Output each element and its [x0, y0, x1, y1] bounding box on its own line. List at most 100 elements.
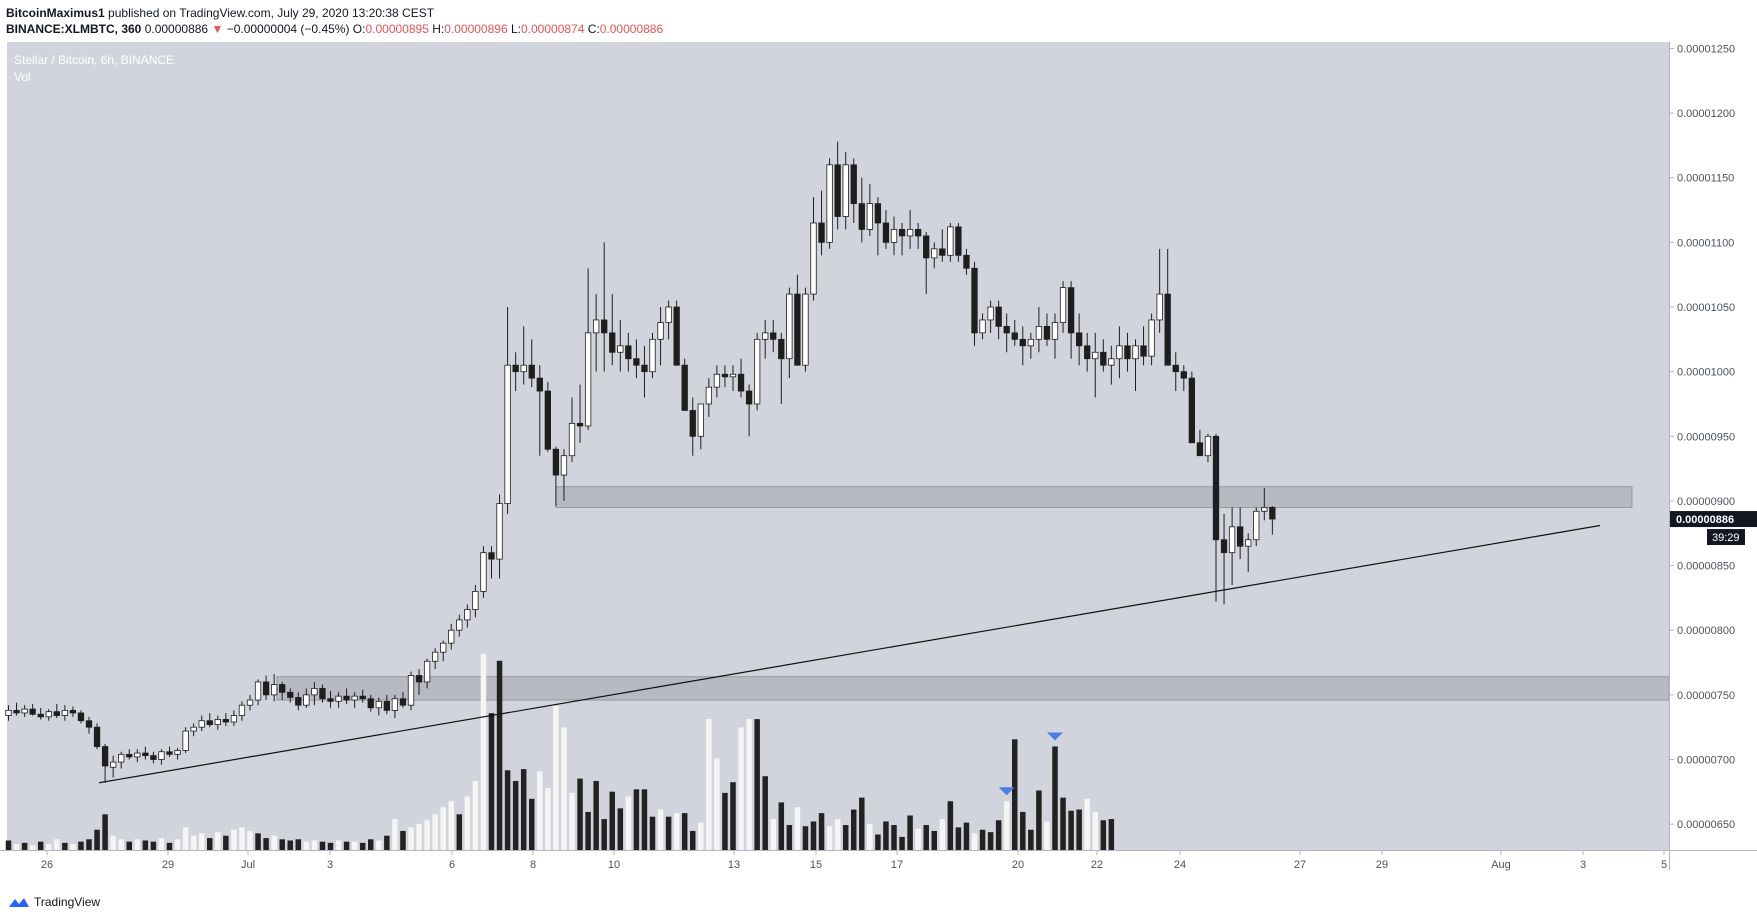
candle: [1019, 326, 1026, 366]
candle: [641, 345, 648, 398]
volume-bar: [1068, 810, 1074, 850]
price-axis[interactable]: 0.00001250 0.00001200 0.00001150 0.00001100…: [1669, 42, 1757, 870]
candle-body: [488, 552, 495, 560]
candle-body: [987, 306, 994, 321]
candle-body: [77, 712, 85, 722]
volume-bars: [5, 653, 1115, 850]
volume-bar: [842, 825, 849, 850]
candle: [536, 365, 543, 456]
volume-bar: [456, 814, 463, 850]
candle-body: [480, 552, 487, 592]
volume-bar: [545, 788, 551, 850]
candle-body: [303, 694, 310, 706]
candle-body: [866, 203, 873, 230]
candle: [939, 229, 946, 262]
candle-body: [222, 719, 230, 723]
volume-bar: [730, 782, 736, 850]
candle-body: [1076, 332, 1083, 347]
candle-body: [874, 203, 882, 224]
candle-body: [415, 675, 423, 683]
candle: [351, 692, 358, 708]
candle: [560, 449, 568, 501]
time-axis[interactable]: 26 29 Jul 3 6 8 10 13 15 17 20 22 24 27 29 Aug 3 5: [0, 850, 1757, 871]
candle: [1212, 433, 1220, 602]
candle-body: [737, 373, 745, 392]
volume-bar: [1036, 790, 1042, 850]
candle: [1132, 339, 1139, 392]
volume-bar: [448, 801, 454, 850]
candle: [762, 319, 769, 359]
volume-bar: [520, 769, 527, 850]
volume-bar: [577, 778, 583, 850]
candle-body: [118, 753, 125, 763]
candle-body: [1132, 345, 1139, 360]
time-tick-label: 5: [1661, 859, 1667, 871]
candle: [649, 332, 656, 379]
volume-bar: [939, 819, 946, 850]
volume-bar: [706, 719, 712, 850]
candle-body: [1164, 293, 1171, 366]
price-tick-label: 0.00001100: [1677, 237, 1734, 249]
candle-body: [1019, 338, 1026, 347]
candle: [617, 319, 624, 372]
candle-body: [657, 322, 664, 340]
candle: [1116, 326, 1123, 379]
price-tick-label: 0.00001000: [1677, 367, 1735, 379]
volume-bar: [698, 822, 704, 850]
volume-bar: [142, 840, 149, 850]
volume-bar: [786, 825, 793, 850]
candle: [665, 300, 672, 340]
volume-bar: [416, 823, 422, 850]
volume-bar: [279, 839, 285, 850]
candle: [1100, 339, 1107, 372]
candle-body: [367, 698, 374, 709]
candle-body: [625, 345, 632, 360]
candle-body: [858, 203, 865, 230]
volume-bar: [859, 797, 865, 850]
support-zone-1: [555, 486, 1633, 508]
volume-bar: [480, 653, 487, 850]
candle-body: [1180, 371, 1187, 379]
candle-body: [61, 709, 68, 716]
volume-bar: [754, 719, 760, 850]
tradingview-watermark[interactable]: TradingView: [8, 895, 100, 909]
candle: [737, 358, 745, 398]
volume-bar: [255, 833, 261, 850]
candle: [1188, 371, 1195, 444]
volume-bar: [1020, 811, 1026, 850]
candle: [1140, 326, 1147, 366]
candle: [77, 710, 85, 724]
candle: [142, 746, 149, 760]
time-tick-label: 26: [41, 859, 53, 871]
candle-body: [327, 698, 334, 702]
volume-bar: [834, 819, 841, 850]
candle: [657, 307, 664, 366]
candle: [890, 216, 898, 256]
volume-bar: [891, 825, 897, 850]
candle-body: [1027, 338, 1034, 347]
candle-body: [1148, 319, 1155, 357]
candle-body: [1084, 345, 1091, 360]
candle: [1108, 345, 1115, 385]
candle-body: [810, 222, 817, 295]
volume-bar: [714, 758, 720, 850]
candle-body: [1140, 345, 1147, 357]
candle-body: [391, 698, 399, 711]
candle-body: [375, 700, 382, 709]
candle-body: [947, 226, 954, 256]
volume-bar: [78, 841, 84, 850]
candle: [480, 546, 487, 598]
time-tick-label: 3: [1580, 859, 1586, 871]
candle: [955, 222, 962, 262]
candle-body: [697, 403, 704, 437]
trendline-group[interactable]: [98, 524, 1601, 784]
candle-body: [29, 708, 36, 715]
volume-bar: [673, 813, 680, 850]
author-name[interactable]: BitcoinMaximus1: [6, 6, 105, 20]
publish-info: BitcoinMaximus1 published on TradingView…: [6, 6, 434, 20]
candle-body: [85, 720, 93, 728]
volume-bar: [150, 841, 157, 850]
candle-body: [882, 222, 890, 243]
candle-body: [1124, 345, 1131, 360]
